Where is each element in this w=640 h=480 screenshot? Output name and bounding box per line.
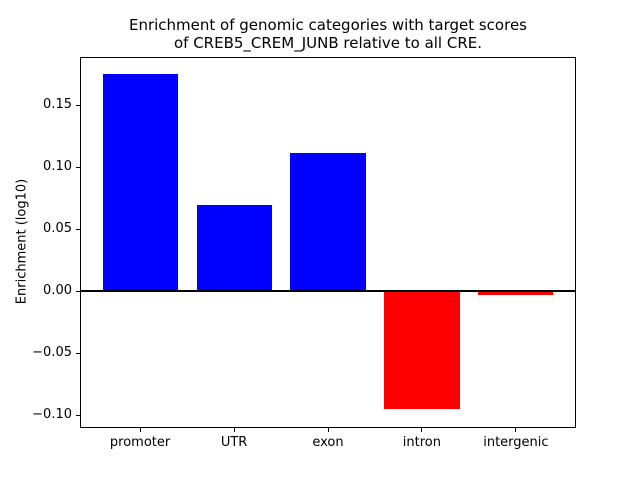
chart-title: Enrichment of genomic categories with ta… xyxy=(80,16,576,52)
x-tick-mark-intergenic xyxy=(515,428,517,432)
bar-intron xyxy=(384,291,460,409)
chart-title-line-2: of CREB5_CREM_JUNB relative to all CRE. xyxy=(173,34,483,52)
bar-intergenic xyxy=(478,291,554,295)
x-tick-mark-promoter xyxy=(139,428,141,432)
y-tick-mark-−0.10 xyxy=(76,414,80,416)
y-tick-mark-0.00 xyxy=(76,290,80,292)
zero-line xyxy=(80,290,576,292)
x-tick-mark-exon xyxy=(327,428,329,432)
x-tick-label-promoter: promoter xyxy=(109,435,171,450)
x-tick-label-exon: exon xyxy=(312,435,344,450)
bar-promoter xyxy=(102,74,178,291)
x-tick-label-intron: intron xyxy=(402,435,441,450)
y-tick-label-−0.05: −0.05 xyxy=(32,345,72,360)
y-tick-label-0.05: 0.05 xyxy=(43,221,72,236)
x-tick-mark-UTR xyxy=(233,428,235,432)
y-tick-label-−0.10: −0.10 xyxy=(32,407,72,422)
chart-title-line-1: Enrichment of genomic categories with ta… xyxy=(128,16,527,34)
y-tick-label-0.15: 0.15 xyxy=(43,97,72,112)
x-tick-label-UTR: UTR xyxy=(220,435,248,450)
x-tick-mark-intron xyxy=(421,428,423,432)
y-tick-mark-0.05 xyxy=(76,228,80,230)
x-tick-label-intergenic: intergenic xyxy=(483,435,549,450)
bar-exon xyxy=(290,153,366,291)
y-tick-mark-−0.05 xyxy=(76,352,80,354)
y-tick-label-0.00: 0.00 xyxy=(43,283,72,298)
y-tick-mark-0.10 xyxy=(76,166,80,168)
bar-UTR xyxy=(196,205,272,291)
y-tick-label-0.10: 0.10 xyxy=(43,159,72,174)
y-tick-mark-0.15 xyxy=(76,104,80,106)
